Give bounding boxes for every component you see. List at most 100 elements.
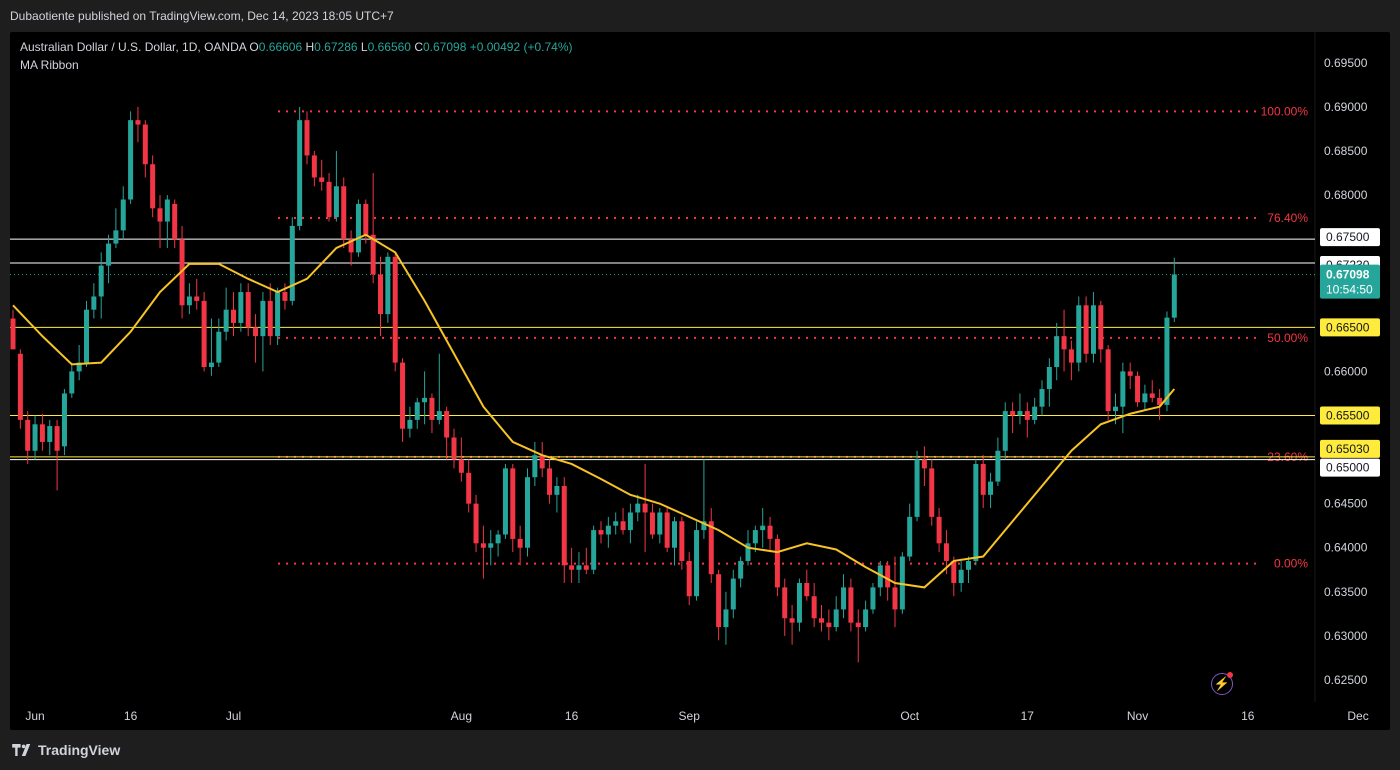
y-tick-label: 0.64000 — [1324, 541, 1368, 555]
candle-body — [1039, 389, 1045, 407]
candle-body — [135, 120, 141, 125]
x-tick-label: Nov — [1127, 709, 1148, 723]
candle-body — [275, 292, 281, 337]
candle-body — [502, 468, 508, 535]
candle-body — [657, 512, 663, 535]
price-tag-bg — [1320, 458, 1380, 477]
candle-body — [1120, 371, 1126, 407]
candle-body — [980, 463, 986, 495]
candle-body — [782, 587, 788, 619]
candle-body — [363, 203, 369, 235]
candle-body — [1076, 305, 1082, 363]
tradingview-logo-icon — [12, 744, 31, 756]
candle-body — [627, 512, 633, 531]
symbol-title[interactable]: Australian Dollar / U.S. Dollar, 1D, OAN… — [20, 40, 247, 54]
candle-body — [1135, 375, 1141, 403]
price-tag-bg — [1320, 318, 1380, 337]
candle-body — [319, 177, 325, 182]
chart-area[interactable]: 100.00% 76.40% 50.00% 23.60% 0.00% 0.69500 0.6… — [10, 32, 1390, 730]
candle-body — [1032, 406, 1038, 420]
candle-body — [311, 155, 317, 178]
high-value: 0.67286 — [314, 40, 358, 54]
candle-body — [458, 459, 464, 473]
candle-body — [988, 481, 994, 495]
open-value: 0.66606 — [258, 40, 303, 54]
candle-body — [253, 327, 259, 337]
lightning-icon[interactable]: ⚡ — [1211, 672, 1233, 695]
candle-body — [1083, 305, 1089, 354]
candle-body — [17, 353, 23, 420]
price-tag-label: 0.65030 — [1326, 442, 1370, 456]
y-tick-label: 0.68500 — [1324, 144, 1368, 158]
candle-body — [348, 239, 354, 253]
candle-body — [694, 530, 700, 597]
candle-body — [745, 543, 751, 561]
candle-body — [767, 525, 773, 539]
price-tag-label: 0.66500 — [1326, 320, 1370, 334]
candle-body — [333, 186, 339, 218]
price-chart[interactable]: 100.00%76.40%50.00%23.60%0.00%0.695000.6… — [10, 32, 1390, 730]
candle-body — [400, 362, 406, 429]
candle-body — [1046, 367, 1052, 390]
footer: TradingView — [0, 730, 1400, 770]
candle-body — [1054, 336, 1060, 367]
x-tick-label: Dec — [1347, 709, 1368, 723]
candle-body — [407, 419, 413, 429]
open-label: O — [249, 40, 259, 54]
candle-body — [1113, 406, 1118, 412]
candle-body — [304, 120, 310, 156]
candle-body — [525, 477, 530, 548]
price-tag-label: 0.67500 — [1326, 230, 1370, 244]
candle-body — [326, 181, 332, 218]
x-tick-label: 16 — [565, 709, 579, 723]
candle-body — [1157, 397, 1163, 405]
candle-body — [730, 578, 736, 610]
price-tag-bg — [1320, 228, 1380, 247]
y-tick-label: 0.62500 — [1324, 673, 1368, 687]
candle-body — [877, 565, 883, 588]
y-tick-label: 0.68000 — [1324, 188, 1368, 202]
fib-level-label: 76.40% — [1267, 211, 1308, 225]
candle-body — [752, 530, 758, 544]
candle-body — [106, 243, 112, 266]
candle-body — [885, 565, 891, 588]
candle-body — [223, 309, 229, 332]
candle-body — [510, 468, 516, 539]
candle-body — [914, 459, 920, 517]
candle-body — [708, 521, 714, 575]
candle-body — [804, 582, 810, 597]
x-tick-label: Sep — [679, 709, 701, 723]
price-tag-label: 0.65500 — [1326, 408, 1370, 422]
price-tag-bg — [1320, 439, 1380, 458]
candle-body — [605, 525, 611, 535]
candle-body — [216, 331, 222, 363]
candle-body — [84, 309, 89, 363]
candle-body — [473, 503, 479, 544]
candle-body — [1090, 305, 1096, 354]
candle-body — [128, 120, 134, 200]
candle-body — [672, 521, 677, 548]
candle-body — [1098, 305, 1104, 350]
candle-body — [1017, 411, 1023, 416]
candle-body — [833, 609, 839, 628]
candle-body — [297, 120, 303, 226]
candle-body — [649, 512, 655, 535]
candle-body — [208, 362, 214, 367]
candle-body — [855, 622, 861, 628]
candle-body — [921, 459, 927, 469]
indicator-ma-ribbon[interactable]: MA Ribbon — [20, 58, 79, 72]
x-tick-label: Aug — [451, 709, 472, 723]
candle-body — [870, 587, 876, 610]
tradingview-logo[interactable]: TradingView — [12, 742, 120, 758]
candle-body — [701, 521, 707, 531]
fib-level-label: 0.00% — [1274, 557, 1308, 571]
candle-body — [561, 486, 567, 566]
fib-level-label: 100.00% — [1261, 104, 1309, 118]
x-tick-label: Oct — [900, 709, 919, 723]
candle-body — [289, 225, 295, 301]
candle-body — [899, 556, 905, 610]
candle-body — [260, 300, 266, 337]
candle-body — [488, 543, 494, 548]
candle-body — [635, 503, 641, 513]
candle-body — [1127, 371, 1133, 376]
